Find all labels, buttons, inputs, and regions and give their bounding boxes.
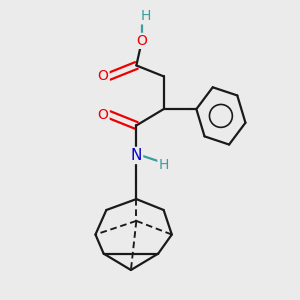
Text: H: H: [141, 9, 151, 23]
Text: H: H: [158, 158, 169, 172]
Text: O: O: [98, 107, 109, 122]
Text: O: O: [98, 69, 109, 83]
Text: N: N: [131, 148, 142, 163]
Text: O: O: [136, 34, 147, 48]
